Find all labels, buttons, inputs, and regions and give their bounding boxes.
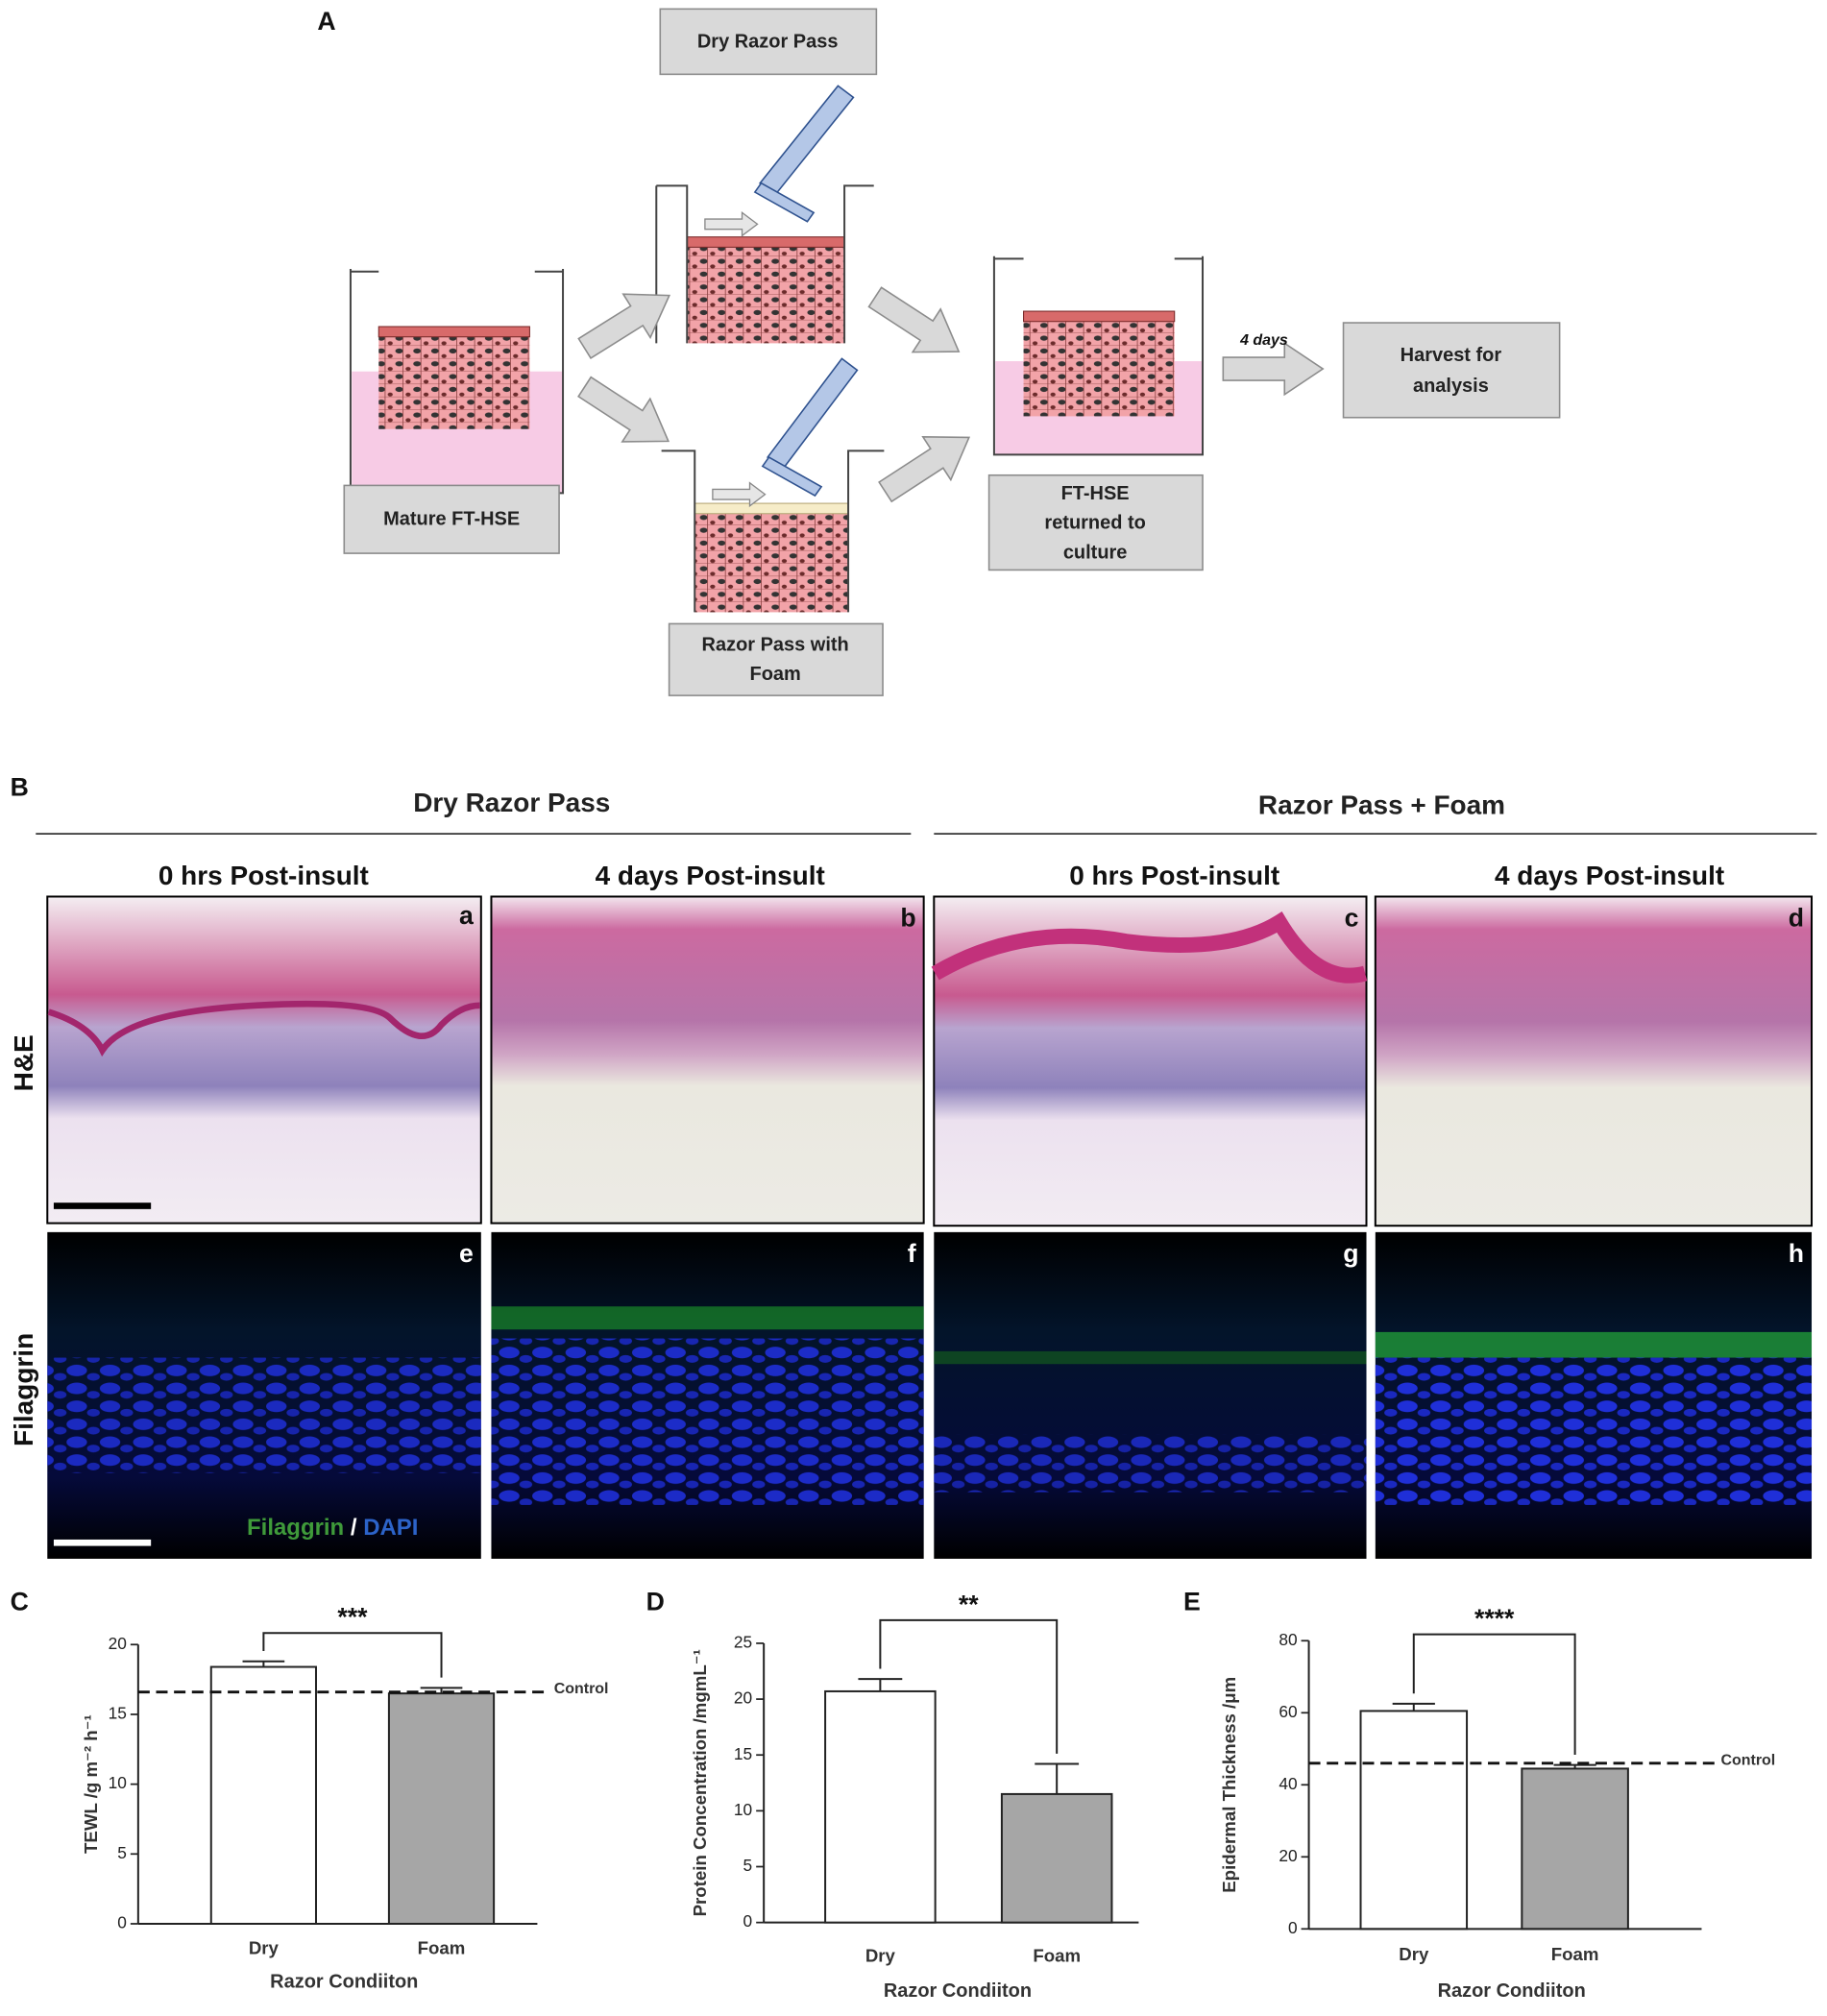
y-axis-label: TEWL /g m⁻² h⁻¹ <box>81 1714 101 1854</box>
image-letter: c <box>1345 904 1359 933</box>
box-text: analysis <box>1413 376 1489 397</box>
significance: *** <box>337 1603 368 1632</box>
control-label: Control <box>1720 1752 1775 1768</box>
y-tick-label: 15 <box>734 1744 752 1763</box>
y-tick-label: 20 <box>734 1688 752 1708</box>
well-mature <box>349 269 565 495</box>
column-title: 0 hrs Post-insult <box>1069 861 1279 890</box>
x-tick-label: Dry <box>1399 1944 1429 1964</box>
stain-name: DAPI <box>363 1516 418 1542</box>
box-text: FT-HSE <box>1061 483 1130 504</box>
column-title: 0 hrs Post-insult <box>158 861 369 890</box>
x-tick-label: Foam <box>1033 1946 1081 1966</box>
column-title: 4 days Post-insult <box>1495 861 1724 890</box>
x-tick-label: Dry <box>249 1938 280 1958</box>
bar <box>1000 1792 1113 1924</box>
significance-bracket <box>1412 1633 1576 1755</box>
panel-label: A <box>317 7 335 36</box>
y-tick-label: 10 <box>734 1800 752 1819</box>
x-axis-label: Razor Condiiton <box>1438 1980 1586 2002</box>
y-tick-label: 0 <box>743 1911 753 1931</box>
box-text: Mature FT-HSE <box>383 509 520 530</box>
control-label: Control <box>554 1681 609 1697</box>
y-tick-label: 20 <box>1279 1846 1297 1865</box>
box <box>1342 322 1561 419</box>
bar <box>824 1689 937 1924</box>
box-text: returned to <box>1044 513 1145 534</box>
y-tick-label: 20 <box>109 1634 127 1653</box>
group-title: Dry Razor Pass <box>413 788 610 817</box>
box-text: culture <box>1063 542 1128 563</box>
bar <box>1521 1767 1629 1931</box>
panel-label: D <box>646 1588 665 1616</box>
bar <box>209 1665 317 1925</box>
filaggrin-images <box>47 1231 1813 1559</box>
x-tick-label: Dry <box>865 1946 896 1966</box>
arrow-label: 4 days <box>1239 332 1288 349</box>
y-tick-label: 40 <box>1279 1774 1297 1793</box>
y-tick-label: 25 <box>734 1633 752 1652</box>
he-images <box>46 895 1814 1227</box>
y-tick-label: 80 <box>1279 1630 1297 1649</box>
x-tick-label: Foam <box>418 1938 466 1958</box>
box <box>668 622 884 696</box>
stain-name: Filaggrin <box>247 1516 344 1542</box>
error-bar <box>420 1687 463 1694</box>
image-letter: g <box>1343 1239 1358 1268</box>
x-axis-label: Razor Condiiton <box>884 1980 1032 2002</box>
image-letter: d <box>1789 904 1804 933</box>
image-letter: h <box>1789 1239 1804 1268</box>
error-bar <box>858 1678 903 1691</box>
image-letter: a <box>459 901 474 930</box>
y-tick-label: 5 <box>117 1843 127 1862</box>
image-letter: e <box>459 1239 474 1268</box>
box <box>987 474 1204 571</box>
box <box>659 8 878 76</box>
panel-label: B <box>11 773 29 802</box>
arrows <box>570 273 1325 515</box>
box <box>343 484 560 554</box>
box-text: Dry Razor Pass <box>697 31 839 52</box>
panel-label: E <box>1183 1588 1201 1616</box>
error-bar <box>1035 1762 1080 1794</box>
box-text: Razor Pass with <box>702 634 849 655</box>
significance-bracket <box>262 1632 443 1678</box>
well-returned <box>992 255 1205 456</box>
image-letter: f <box>908 1239 916 1268</box>
row-label: H&E <box>9 1034 38 1091</box>
y-tick-label: 0 <box>1288 1918 1298 1937</box>
box-text: Harvest for <box>1401 345 1502 366</box>
bar <box>387 1692 496 1925</box>
well-foam <box>661 357 885 613</box>
well-dry <box>655 85 874 344</box>
column-title: 4 days Post-insult <box>596 861 825 890</box>
significance: **** <box>1474 1604 1515 1633</box>
significance: ** <box>959 1590 979 1618</box>
y-tick-label: 0 <box>117 1913 127 1932</box>
group-title: Razor Pass + Foam <box>1258 790 1505 820</box>
x-tick-label: Foam <box>1551 1944 1599 1964</box>
y-axis-label: Protein Concentration /mgmL⁻¹ <box>690 1649 710 1916</box>
error-bar <box>1392 1702 1435 1712</box>
y-tick-label: 5 <box>743 1856 753 1875</box>
x-axis-label: Razor Condiiton <box>270 1972 418 1993</box>
stain-legend: Filaggrin / DAPI <box>247 1516 418 1542</box>
error-bar <box>242 1660 285 1667</box>
image-letter: b <box>900 904 915 933</box>
y-tick-label: 60 <box>1279 1702 1297 1721</box>
y-tick-label: 15 <box>109 1704 127 1723</box>
y-tick-label: 10 <box>109 1773 127 1792</box>
y-axis-label: Epidermal Thickness /μm <box>1219 1677 1239 1893</box>
panel-label: C <box>11 1588 29 1616</box>
bar <box>1359 1710 1469 1931</box>
row-label: Filaggrin <box>9 1333 38 1446</box>
separator: / <box>351 1516 357 1542</box>
box-text: Foam <box>750 664 801 685</box>
significance-bracket <box>879 1618 1059 1754</box>
error-bar <box>1553 1763 1596 1769</box>
